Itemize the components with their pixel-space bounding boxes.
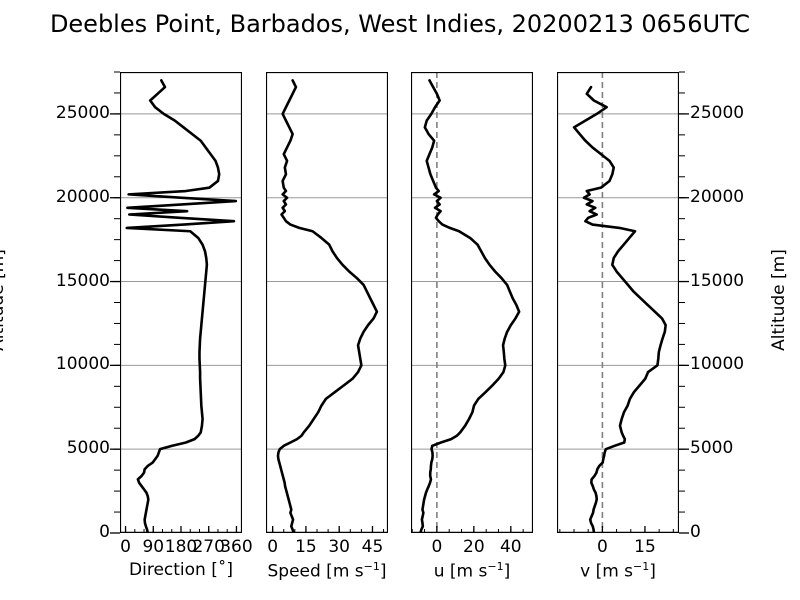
- y-tick-left: 25000: [55, 102, 110, 123]
- x-tick-v: 15: [634, 537, 656, 557]
- x-tick-direction: 0: [120, 537, 131, 557]
- x-tick-speed: 15: [295, 537, 317, 557]
- x-tick-v: 0: [596, 537, 608, 557]
- y-tick-left: 15000: [55, 270, 110, 291]
- panel-speed: [266, 72, 388, 533]
- x-tick-speed: 30: [328, 537, 351, 557]
- y-tick-right: 5000: [690, 438, 734, 459]
- panel-v: [557, 72, 679, 533]
- data-line-u: [418, 79, 521, 533]
- plot-area-u: [411, 72, 533, 533]
- x-tick-direction: 90: [142, 537, 165, 557]
- panel-direction: [120, 72, 242, 533]
- x-tick-direction: 360: [220, 537, 253, 557]
- y-axis-label-left: Altitude [m]: [0, 249, 8, 351]
- plot-area-direction: [120, 72, 242, 533]
- x-tick-direction: 270: [192, 537, 225, 557]
- y-tick-right: 15000: [690, 270, 745, 291]
- data-line-v: [572, 85, 667, 533]
- data-line-direction: [125, 79, 238, 533]
- y-tick-left: 5000: [66, 438, 110, 459]
- x-tick-u: 20: [463, 537, 485, 557]
- y-tick-right: 10000: [690, 354, 745, 375]
- x-tick-speed: 0: [267, 537, 279, 557]
- y-tick-right: 20000: [690, 186, 745, 207]
- y-axis-label-right: Altitude [m]: [769, 249, 789, 351]
- y-tick-left: 20000: [55, 186, 110, 207]
- x-tick-direction: 180: [164, 537, 198, 557]
- panel-u: [411, 72, 533, 533]
- x-tick-speed: 45: [361, 537, 384, 557]
- y-tick-left: 10000: [55, 354, 110, 375]
- x-axis-label-u: u [m s−1]: [433, 560, 511, 582]
- data-line-speed: [276, 79, 379, 533]
- plot-area-v: [557, 72, 679, 533]
- y-tick-left: 0: [99, 522, 110, 542]
- y-tick-right: 0: [690, 522, 701, 542]
- x-axis-label-v: v [m s−1]: [580, 560, 656, 582]
- plot-area-speed: [266, 72, 388, 533]
- x-tick-u: 40: [499, 537, 522, 557]
- page-title: Deebles Point, Barbados, West Indies, 20…: [49, 10, 751, 38]
- x-axis-label-direction: Direction [˚]: [129, 560, 233, 580]
- x-tick-u: 0: [431, 537, 443, 557]
- x-axis-label-speed: Speed [m s−1]: [267, 560, 387, 582]
- y-tick-right: 25000: [690, 102, 745, 123]
